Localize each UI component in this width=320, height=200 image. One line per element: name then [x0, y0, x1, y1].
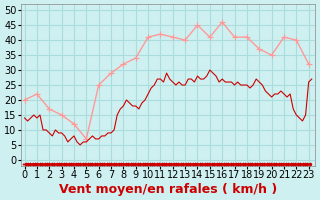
X-axis label: Vent moyen/en rafales ( km/h ): Vent moyen/en rafales ( km/h ) — [59, 183, 277, 196]
